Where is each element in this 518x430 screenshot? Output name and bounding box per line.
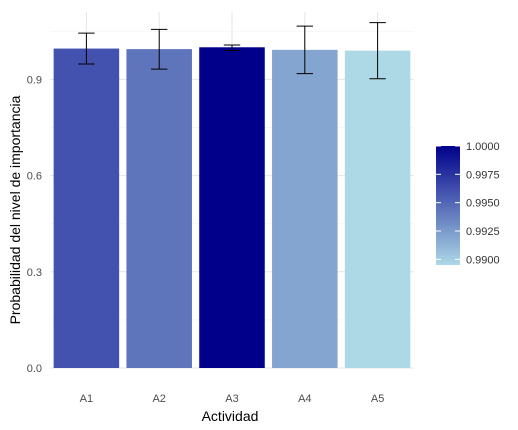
colorbar-tick-label: 1.0000	[466, 141, 500, 153]
bars	[53, 47, 411, 369]
y-tick-label: 0.3	[27, 267, 42, 279]
bar-a2	[126, 49, 192, 368]
colorbar-tick-label: 0.9975	[466, 169, 500, 181]
error-bar-a4	[296, 25, 313, 75]
y-tick-label: 0.6	[27, 171, 42, 183]
error-bar-a2	[151, 28, 168, 70]
x-tick-label: A2	[152, 393, 165, 405]
x-tick-label: A1	[80, 393, 93, 405]
y-axis-ticks: 0.0 0.3 0.6 0.9	[27, 74, 42, 375]
x-tick-label: A4	[298, 393, 311, 405]
x-tick-label: A3	[225, 393, 238, 405]
error-bar-a1	[78, 32, 95, 65]
error-bar-a3	[223, 44, 241, 51]
error-bar-a5	[369, 22, 386, 80]
bar-a5	[344, 50, 411, 368]
x-axis-title: Actividad	[202, 408, 259, 424]
colorbar-tick-label: 0.9900	[466, 254, 500, 266]
colorbar	[436, 146, 460, 265]
x-axis-ticks: A1 A2 A3 A4 A5	[80, 393, 385, 405]
colorbar-legend: 1.0000 0.9975 0.9950 0.9925 0.9900	[436, 141, 500, 266]
bar-a1	[53, 48, 120, 368]
colorbar-tick-label: 0.9950	[466, 198, 500, 210]
bar-a3	[199, 47, 265, 369]
bar-a4	[272, 49, 338, 369]
error-bars	[78, 22, 386, 80]
x-tick-label: A5	[371, 393, 384, 405]
y-axis-title: Probabilidad del nivel de importancia	[7, 95, 23, 324]
y-tick-label: 0.0	[27, 363, 42, 375]
y-tick-label: 0.9	[27, 74, 42, 86]
colorbar-tick-label: 0.9925	[466, 226, 500, 238]
